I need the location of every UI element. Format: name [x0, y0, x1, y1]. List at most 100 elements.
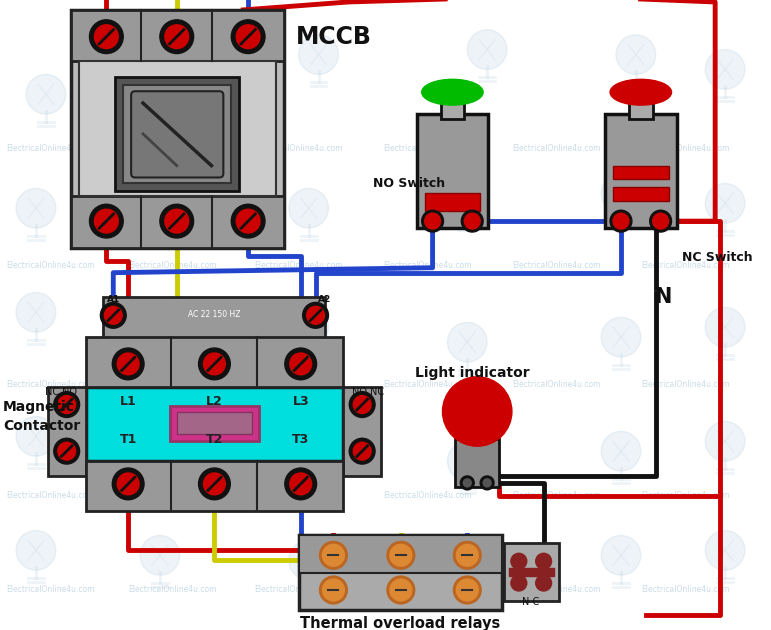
Circle shape	[160, 204, 194, 238]
Circle shape	[464, 213, 480, 229]
Bar	[86, 337, 343, 387]
Circle shape	[89, 204, 123, 238]
Text: ElectricalOnline4u.com: ElectricalOnline4u.com	[128, 491, 217, 500]
Text: ElectricalOnline4u.com: ElectricalOnline4u.com	[383, 381, 472, 389]
Text: L2: L2	[206, 394, 223, 408]
Circle shape	[298, 35, 338, 74]
Circle shape	[204, 353, 225, 375]
FancyBboxPatch shape	[131, 91, 224, 178]
Circle shape	[322, 544, 345, 566]
Circle shape	[289, 188, 328, 228]
Text: ElectricalOnline4u.com: ElectricalOnline4u.com	[383, 491, 472, 500]
Text: ElectricalOnline4u.com: ElectricalOnline4u.com	[641, 144, 729, 153]
Circle shape	[54, 438, 79, 464]
Text: ElectricalOnline4u.com: ElectricalOnline4u.com	[512, 585, 601, 595]
Circle shape	[456, 579, 478, 601]
Text: T2: T2	[206, 433, 223, 446]
Text: ElectricalOnline4u.com: ElectricalOnline4u.com	[6, 261, 95, 270]
Circle shape	[705, 530, 745, 570]
Text: NO Switch: NO Switch	[373, 177, 445, 190]
Ellipse shape	[610, 79, 672, 105]
Circle shape	[447, 441, 487, 481]
Text: ElectricalOnline4u.com: ElectricalOnline4u.com	[6, 144, 95, 153]
Circle shape	[387, 541, 415, 569]
Circle shape	[349, 438, 375, 464]
Circle shape	[460, 476, 474, 490]
Circle shape	[461, 210, 483, 232]
Text: NO: NO	[352, 387, 367, 397]
Text: ElectricalOnline4u.com: ElectricalOnline4u.com	[6, 585, 95, 595]
Circle shape	[483, 479, 491, 487]
Bar	[298, 536, 502, 610]
Circle shape	[16, 188, 56, 228]
Bar	[509, 568, 554, 576]
Text: NC Switch: NC Switch	[682, 251, 753, 265]
Circle shape	[349, 392, 375, 418]
Text: A2: A2	[318, 295, 331, 304]
Text: N: N	[654, 287, 671, 307]
Bar	[629, 89, 653, 119]
Text: ElectricalOnline4u.com: ElectricalOnline4u.com	[641, 585, 729, 595]
Circle shape	[616, 35, 655, 74]
Circle shape	[303, 302, 328, 328]
Bar	[116, 77, 239, 192]
Text: ElectricalOnline4u.com: ElectricalOnline4u.com	[383, 261, 472, 270]
Circle shape	[140, 188, 180, 228]
Circle shape	[290, 473, 311, 495]
Circle shape	[165, 25, 189, 49]
Text: ElectricalOnline4u.com: ElectricalOnline4u.com	[6, 381, 95, 389]
Circle shape	[113, 468, 144, 500]
Text: AC 22 150 HZ: AC 22 150 HZ	[188, 311, 241, 319]
Text: Contactor: Contactor	[3, 420, 80, 433]
Circle shape	[705, 50, 745, 89]
Ellipse shape	[422, 79, 483, 105]
Bar	[71, 10, 284, 62]
Circle shape	[353, 396, 371, 413]
Text: ElectricalOnline4u.com: ElectricalOnline4u.com	[512, 261, 601, 270]
Text: MCCB: MCCB	[296, 25, 372, 49]
Circle shape	[284, 468, 317, 500]
Text: ElectricalOnline4u.com: ElectricalOnline4u.com	[512, 381, 601, 389]
Text: Light indicator: Light indicator	[415, 366, 530, 380]
Text: ElectricalOnline4u.com: ElectricalOnline4u.com	[6, 491, 95, 500]
Text: ElectricalOnline4u.com: ElectricalOnline4u.com	[512, 144, 601, 153]
Circle shape	[113, 348, 144, 380]
Circle shape	[601, 318, 641, 357]
Text: NC: NC	[370, 387, 384, 397]
Bar	[613, 166, 668, 180]
Bar	[170, 406, 259, 441]
Circle shape	[319, 541, 347, 569]
Text: ElectricalOnline4u.com: ElectricalOnline4u.com	[641, 381, 729, 389]
Text: L1: L1	[120, 394, 136, 408]
Circle shape	[54, 392, 79, 418]
Text: L3: L3	[292, 394, 309, 408]
Text: ElectricalOnline4u.com: ElectricalOnline4u.com	[383, 144, 472, 153]
Circle shape	[289, 541, 328, 580]
Circle shape	[613, 213, 629, 229]
Circle shape	[353, 442, 371, 460]
Bar	[86, 387, 343, 461]
Text: Thermal overload relays: Thermal overload relays	[300, 616, 500, 630]
Circle shape	[463, 479, 471, 487]
Text: T3: T3	[292, 433, 309, 446]
Circle shape	[231, 20, 265, 54]
Circle shape	[511, 553, 527, 569]
Circle shape	[705, 307, 745, 347]
Circle shape	[322, 579, 345, 601]
Text: ElectricalOnline4u.com: ElectricalOnline4u.com	[383, 585, 472, 595]
Circle shape	[289, 307, 328, 347]
Text: N C: N C	[522, 597, 540, 607]
Circle shape	[536, 575, 551, 591]
Text: ElectricalOnline4u.com: ElectricalOnline4u.com	[128, 585, 217, 595]
Circle shape	[467, 30, 507, 69]
Text: ElectricalOnline4u.com: ElectricalOnline4u.com	[254, 491, 342, 500]
Circle shape	[601, 173, 641, 213]
Bar	[71, 197, 284, 248]
Circle shape	[443, 377, 512, 446]
Circle shape	[117, 353, 139, 375]
Circle shape	[390, 544, 412, 566]
Circle shape	[104, 306, 123, 324]
Circle shape	[58, 442, 76, 460]
Text: T1: T1	[120, 433, 136, 446]
Circle shape	[601, 536, 641, 575]
